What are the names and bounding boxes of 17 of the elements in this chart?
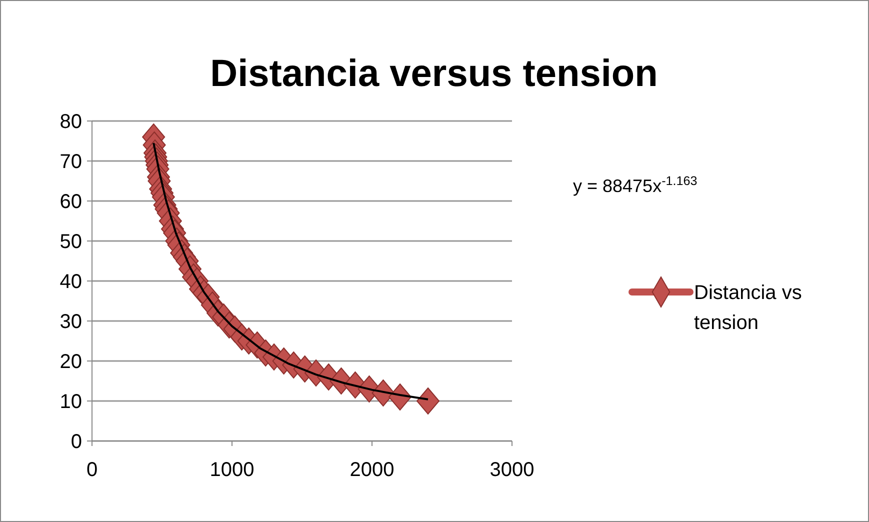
chart-title: Distancia versus tension xyxy=(210,53,658,95)
y-tick-label: 10 xyxy=(60,391,82,413)
text: y = 88475x$^{-1.163}$ xyxy=(573,174,698,196)
legend-label: Distancia vs tension xyxy=(694,282,802,334)
y-tick-label: 40 xyxy=(60,271,82,293)
y-tick-label: 30 xyxy=(60,311,82,333)
x-tick-label: 0 xyxy=(86,459,98,481)
y-tick-label: 60 xyxy=(60,191,82,213)
y-tick-label: 20 xyxy=(60,351,82,373)
y-tick-label: 70 xyxy=(60,151,82,173)
y-tick-label: 80 xyxy=(60,111,82,133)
x-tick-label: 1000 xyxy=(210,459,254,481)
point xyxy=(416,388,440,414)
x-tick-label: 2000 xyxy=(350,459,394,481)
y-tick-label: 50 xyxy=(60,231,82,253)
x-tick-label: 3000 xyxy=(490,459,534,481)
y-tick-label: 0 xyxy=(70,431,82,453)
